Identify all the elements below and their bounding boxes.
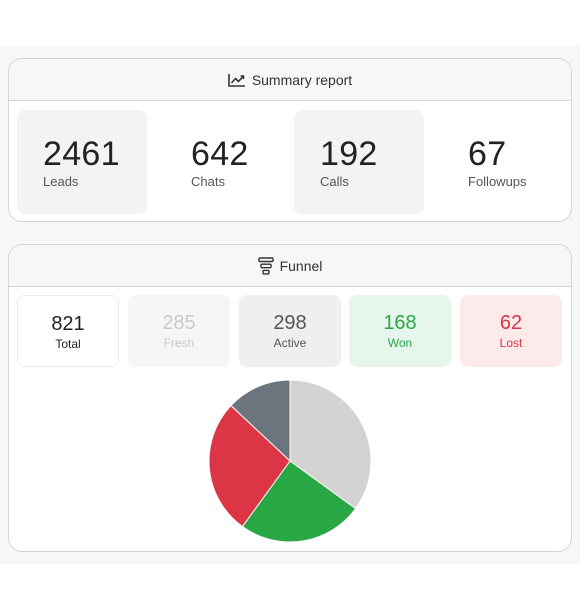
funnel-header: Funnel — [9, 245, 571, 287]
tile-value: 168 — [383, 312, 417, 334]
funnel-tiles: 821 Total 285 Fresh 298 Active 168 Won 6… — [9, 287, 571, 371]
tile-value: 285 — [162, 312, 196, 334]
tile-won[interactable]: 168 Won — [349, 295, 451, 367]
stat-leads: 2461 Leads — [17, 110, 147, 214]
tile-fresh[interactable]: 285 Fresh — [128, 295, 230, 367]
pie-slice-fresh[interactable] — [289, 379, 372, 510]
funnel-card: Funnel 821 Total 285 Fresh 298 Active 16… — [8, 244, 572, 552]
stat-chats: 642 Chats — [165, 110, 295, 214]
tile-value: 62 — [499, 312, 523, 334]
stat-calls: 192 Calls — [294, 110, 424, 214]
tile-label: Lost — [499, 336, 523, 350]
stat-value: 2461 — [43, 135, 120, 173]
pie-slice-lost[interactable] — [208, 404, 291, 528]
funnel-icon — [257, 256, 274, 275]
tile-value: 821 — [51, 313, 85, 335]
stat-value: 67 — [468, 135, 507, 173]
summary-report-title: Summary report — [251, 71, 353, 88]
tile-total[interactable]: 821 Total — [17, 295, 119, 367]
summary-stats: 2461 Leads 642 Chats 192 Calls 67 Follow… — [9, 101, 571, 221]
pie-slice-active[interactable] — [230, 379, 291, 463]
stat-label: Calls — [320, 174, 349, 189]
stat-label: Chats — [191, 174, 225, 189]
tile-value: 298 — [273, 312, 307, 334]
tile-lost[interactable]: 62 Lost — [460, 295, 562, 367]
stat-followups: 67 Followups — [442, 110, 571, 214]
tile-label: Total — [55, 337, 81, 351]
trend-chart-icon — [228, 73, 245, 87]
tile-label: Won — [387, 336, 413, 350]
summary-report-header: Summary report — [9, 59, 571, 101]
funnel-pie-chart — [208, 379, 372, 543]
stat-value: 192 — [320, 135, 378, 173]
funnel-title: Funnel — [279, 257, 323, 274]
pie-slice-won[interactable] — [241, 460, 357, 543]
summary-report-card: Summary report 2461 Leads 642 Chats 192 … — [8, 58, 572, 222]
stat-label: Followups — [468, 174, 527, 189]
stat-label: Leads — [43, 174, 79, 189]
tile-label: Active — [273, 336, 307, 350]
tile-label: Fresh — [163, 336, 195, 350]
tile-active[interactable]: 298 Active — [239, 295, 341, 367]
stat-value: 642 — [191, 135, 249, 173]
